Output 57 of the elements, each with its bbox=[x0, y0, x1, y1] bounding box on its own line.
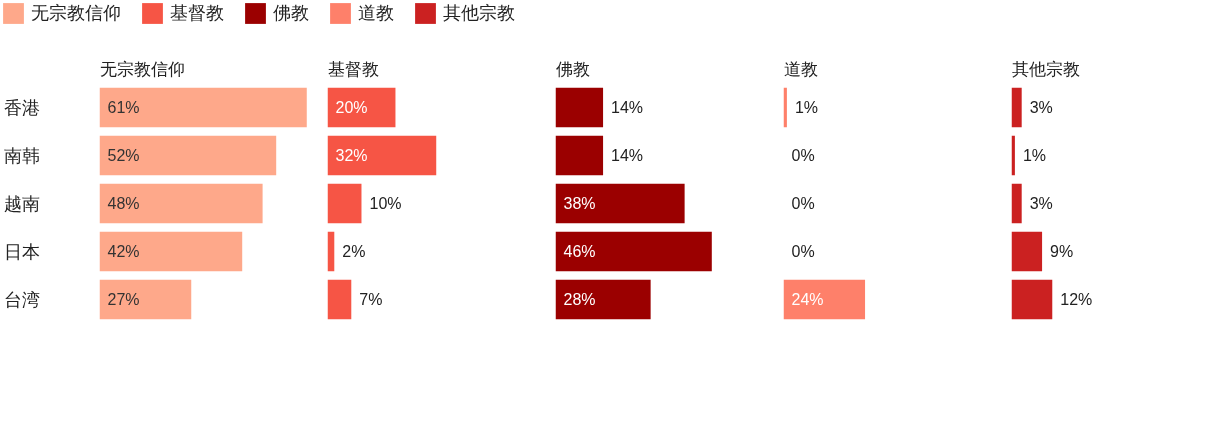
y-tick-label: 日本 bbox=[3, 241, 40, 262]
bar bbox=[327, 135, 437, 176]
y-tick-label: 香港 bbox=[3, 97, 40, 118]
data-label: 24% bbox=[791, 291, 824, 308]
data-label: 1% bbox=[1022, 147, 1047, 164]
data-label: 0% bbox=[791, 243, 815, 260]
chart-title: 基督教 bbox=[327, 59, 379, 79]
bar bbox=[327, 183, 362, 224]
bar bbox=[555, 231, 712, 272]
chart-title: 其他宗教 bbox=[1011, 59, 1080, 79]
bar bbox=[99, 279, 192, 320]
bar bbox=[99, 87, 307, 128]
data-label: 14% bbox=[611, 147, 644, 164]
bar bbox=[555, 135, 604, 176]
data-label: 46% bbox=[563, 243, 596, 260]
data-label: 10% bbox=[369, 195, 402, 212]
bar bbox=[99, 231, 243, 272]
data-label: 1% bbox=[794, 99, 819, 116]
data-label: 3% bbox=[1029, 195, 1053, 212]
bar bbox=[1011, 87, 1022, 128]
data-label: 14% bbox=[611, 99, 644, 116]
data-label: 9% bbox=[1050, 243, 1074, 260]
data-label: 52% bbox=[107, 147, 140, 164]
data-label: 2% bbox=[342, 243, 366, 260]
bar bbox=[555, 279, 651, 320]
bar bbox=[327, 279, 352, 320]
y-tick-label: 南韩 bbox=[3, 145, 40, 166]
legend-label: 佛教 bbox=[273, 2, 309, 25]
data-label: 0% bbox=[791, 195, 815, 212]
bar bbox=[1011, 183, 1022, 224]
bar bbox=[555, 183, 685, 224]
data-label: 42% bbox=[107, 243, 140, 260]
data-label: 48% bbox=[107, 195, 140, 212]
y-tick-label: 台湾 bbox=[3, 289, 40, 310]
data-label: 7% bbox=[359, 291, 383, 308]
bar bbox=[1011, 279, 1053, 320]
y-tick-label: 越南 bbox=[3, 193, 40, 214]
legend-label: 道教 bbox=[358, 2, 394, 25]
legend-label: 其他宗教 bbox=[443, 2, 515, 25]
data-label: 61% bbox=[107, 99, 140, 116]
legend-label: 无宗教信仰 bbox=[31, 2, 121, 25]
bar bbox=[99, 183, 263, 224]
data-label: 20% bbox=[335, 99, 368, 116]
data-label: 32% bbox=[335, 147, 368, 164]
chart-title: 道教 bbox=[783, 59, 818, 79]
bar bbox=[99, 135, 277, 176]
data-label: 27% bbox=[107, 291, 140, 308]
legend-label: 基督教 bbox=[170, 2, 224, 25]
bar bbox=[555, 87, 604, 128]
bar bbox=[1011, 231, 1043, 272]
chart-title: 无宗教信仰 bbox=[99, 59, 185, 79]
data-label: 12% bbox=[1060, 291, 1093, 308]
data-label: 3% bbox=[1029, 99, 1053, 116]
data-label: 0% bbox=[791, 147, 815, 164]
data-label: 38% bbox=[563, 195, 596, 212]
chart-title: 佛教 bbox=[555, 59, 590, 79]
data-label: 28% bbox=[563, 291, 596, 308]
